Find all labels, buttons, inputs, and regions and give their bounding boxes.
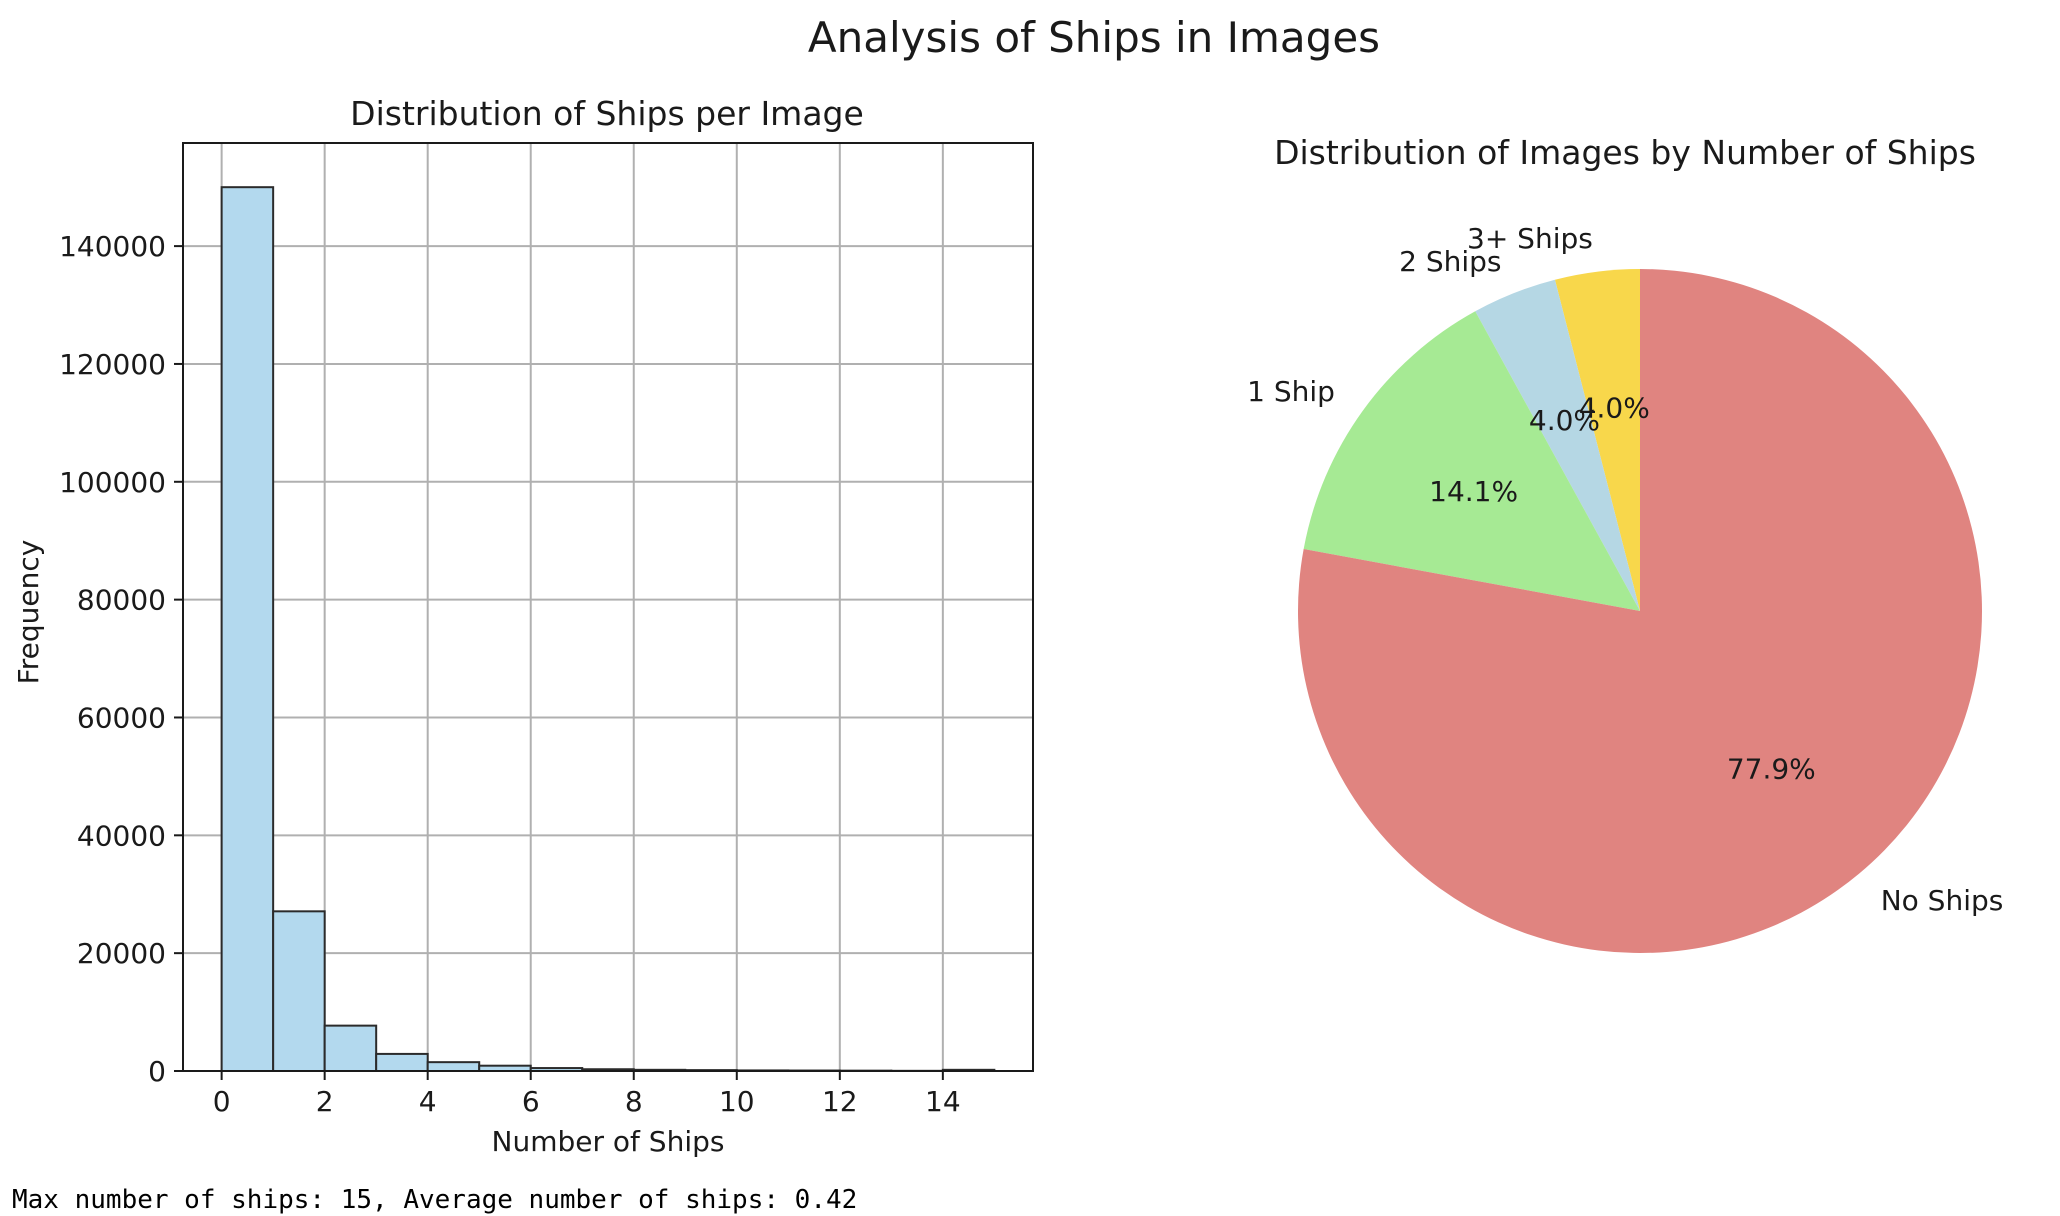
pie-slice: [1303, 311, 1640, 611]
y-tick-label: 120000: [59, 348, 166, 381]
pie-category-label: 2 Ships: [1399, 245, 1501, 278]
histogram-y-label: Frequency: [12, 540, 45, 685]
histogram-bar: [375, 1052, 429, 1072]
y-tick-label: 40000: [77, 819, 166, 852]
output-stats-text: Max number of ships: 15, Average number …: [12, 1185, 858, 1215]
histogram-frame: [182, 142, 1034, 1072]
x-tick-label: 4: [419, 1085, 437, 1118]
pie-percent-label: 4.0%: [1529, 404, 1600, 437]
x-tick-label: 14: [925, 1085, 961, 1118]
pie-category-label: No Ships: [1881, 884, 2004, 917]
pie-chart: Distribution of Images by Number of Ship…: [1247, 133, 2003, 953]
pie-percent-label: 77.9%: [1727, 753, 1816, 786]
x-tick-label: 6: [522, 1085, 540, 1118]
x-tick-label: 12: [822, 1085, 858, 1118]
y-tick-label: 80000: [77, 584, 166, 617]
pie-labels: 3+ Ships 4.0% 2 Ships 4.0% 1 Ship 14.1% No Shi…: [1247, 222, 2003, 917]
histogram-y-ticks: 0 20000 40000 60000 80000 100000 120000 140000: [59, 230, 183, 1088]
histogram-bar: [426, 1061, 481, 1072]
y-tick-label: 20000: [77, 937, 166, 970]
histogram-bar: [272, 910, 326, 1072]
y-tick-label: 60000: [77, 701, 166, 734]
x-tick-label: 2: [316, 1085, 334, 1118]
y-tick-label: 100000: [59, 466, 166, 499]
x-tick-label: 0: [213, 1085, 231, 1118]
pie-percent-label: 4.0%: [1579, 391, 1650, 424]
pie-category-label: 1 Ship: [1247, 375, 1335, 408]
histogram-x-ticks: 0 2 4 6 8 10 12 14: [213, 1071, 961, 1118]
y-tick-label: 140000: [59, 230, 166, 263]
pie-title: Distribution of Images by Number of Ship…: [1274, 133, 1976, 172]
histogram-bars: [220, 186, 996, 1073]
histogram-title: Distribution of Ships per Image: [350, 94, 864, 133]
x-tick-label: 10: [719, 1085, 755, 1118]
pie-slice: [1475, 279, 1640, 611]
pie-slice: [1554, 269, 1640, 611]
histogram-chart: Distribution of Ships per Image 0 2 4 6 8 10 1…: [12, 94, 1034, 1158]
y-tick-label: 0: [148, 1055, 166, 1088]
pie-category-label: 3+ Ships: [1467, 222, 1593, 255]
histogram-bar: [323, 1024, 378, 1072]
pie-slice: [1298, 269, 1982, 953]
histogram-x-label: Number of Ships: [492, 1125, 725, 1158]
figure-title: Analysis of Ships in Images: [808, 13, 1380, 62]
pie-slices: [1298, 269, 1982, 953]
pie-percent-label: 14.1%: [1429, 475, 1518, 508]
histogram-grid: [183, 143, 1033, 1072]
x-tick-label: 8: [625, 1085, 643, 1118]
histogram-bar: [220, 186, 275, 1072]
